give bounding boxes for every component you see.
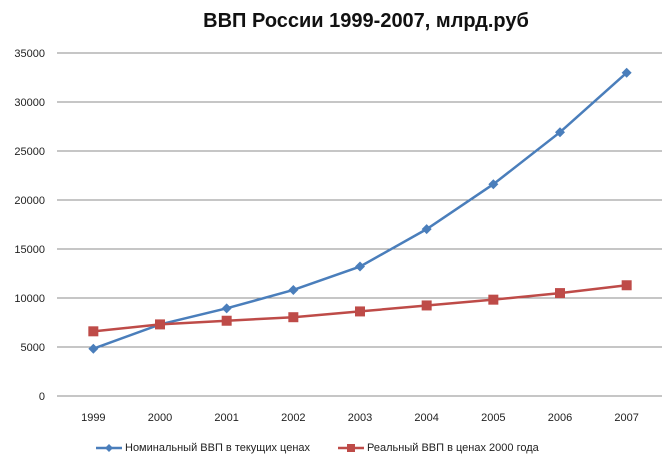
diamond-marker-icon <box>96 444 122 452</box>
data-point <box>355 306 365 317</box>
x-tick-label: 2007 <box>614 412 638 424</box>
y-tick-label: 0 <box>39 391 45 403</box>
y-tick-label: 5000 <box>21 342 45 354</box>
x-tick-label: 2006 <box>548 412 572 424</box>
data-point <box>288 284 299 295</box>
data-point <box>421 224 432 235</box>
y-tick-label: 15000 <box>14 244 45 256</box>
legend-item-real: Реальный ВВП в ценах 2000 года <box>338 442 539 454</box>
y-tick-label: 10000 <box>14 293 45 305</box>
data-point <box>488 294 499 305</box>
chart-title: ВВП России 1999-2007, млрд.руб <box>203 10 529 32</box>
x-tick-label: 2001 <box>214 412 238 424</box>
y-tick-label: 35000 <box>14 48 45 60</box>
data-point <box>288 312 299 323</box>
x-tick-label: 1999 <box>81 412 105 424</box>
data-point <box>88 326 99 337</box>
x-tick-label: 2005 <box>481 412 505 424</box>
legend: Номинальный ВВП в текущих ценах Реальный… <box>96 442 539 454</box>
x-tick-label: 2003 <box>348 412 372 424</box>
data-point <box>421 300 432 311</box>
data-point <box>88 343 99 354</box>
legend-label: Реальный ВВП в ценах 2000 года <box>367 442 539 454</box>
x-tick-label: 2000 <box>148 412 172 424</box>
y-tick-label: 25000 <box>14 146 45 158</box>
x-tick-label: 2002 <box>281 412 305 424</box>
data-point <box>155 319 165 330</box>
data-point <box>221 315 232 326</box>
data-point <box>555 288 565 299</box>
y-tick-label: 30000 <box>14 97 45 109</box>
x-tick-label: 2004 <box>414 412 438 424</box>
data-point <box>355 261 365 272</box>
legend-label: Номинальный ВВП в текущих ценах <box>125 442 311 454</box>
data-point <box>621 280 632 291</box>
data-point <box>621 67 632 78</box>
legend-item-nominal: Номинальный ВВП в текущих ценах <box>96 442 310 454</box>
square-marker-icon <box>338 444 365 452</box>
y-tick-label: 20000 <box>14 195 45 207</box>
data-point <box>555 127 565 138</box>
data-point <box>488 179 499 190</box>
data-point <box>221 303 232 314</box>
